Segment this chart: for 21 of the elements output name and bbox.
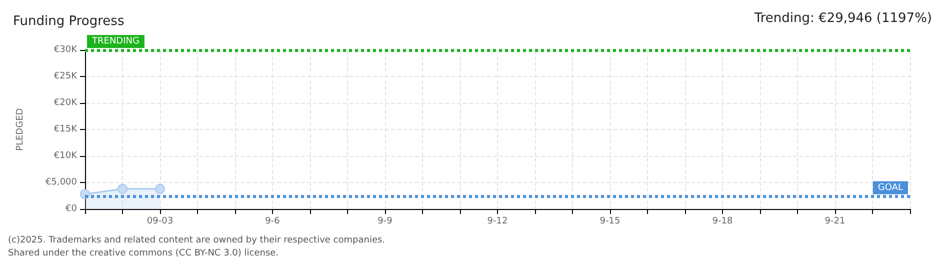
text: (c)2025. Trademarks and related content are owned by their respective companies. bbox=[8, 236, 386, 246]
y-tick-label: €0 bbox=[66, 204, 78, 214]
y-tick-label: €10K bbox=[54, 151, 78, 161]
x-tick-label: 9-15 bbox=[600, 216, 620, 226]
ref-line-label: GOAL bbox=[878, 182, 903, 193]
x-tick-label: 9-9 bbox=[378, 216, 393, 226]
y-axis-title: PLEDGED bbox=[16, 108, 26, 151]
text: Shared under the creative commons (CC BY-NC 3.0) license. bbox=[8, 248, 279, 258]
text: Trending: €29,946 (1197%) bbox=[753, 11, 932, 26]
x-tick-label: 9-18 bbox=[712, 216, 733, 226]
x-tick-label: 9-6 bbox=[265, 216, 280, 226]
y-tick-label: €5,000 bbox=[46, 178, 78, 188]
y-tick-label: €20K bbox=[54, 98, 78, 108]
x-tick-label: 9-21 bbox=[824, 216, 846, 226]
ref-line-label: TRENDING bbox=[91, 36, 140, 46]
y-tick-label: €25K bbox=[54, 72, 78, 82]
x-tick-label: 9-12 bbox=[487, 216, 508, 226]
y-tick-label: €30K bbox=[54, 45, 78, 55]
x-tick-label: 09-03 bbox=[146, 216, 174, 226]
chart-title: Funding Progress bbox=[13, 14, 124, 29]
y-tick-label: €15K bbox=[54, 124, 78, 134]
